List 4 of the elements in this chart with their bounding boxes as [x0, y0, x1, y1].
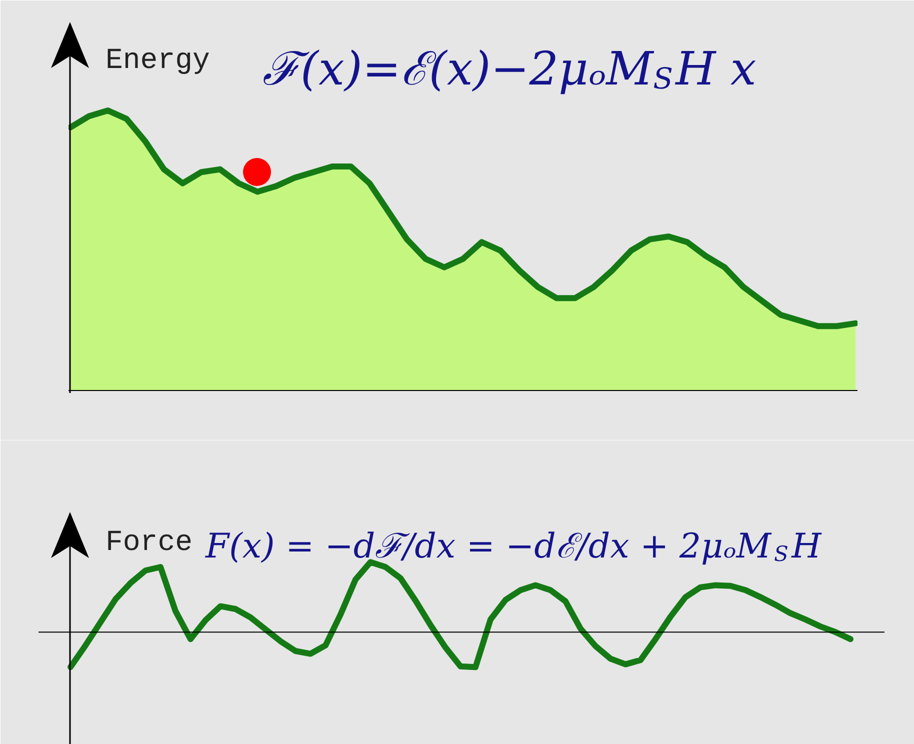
y-axis-title: Force — [106, 526, 193, 559]
chart-title: F(x) = −dℱ/dx = −dℰ/dx + 2μₒMSH — [204, 526, 823, 566]
chart-title: ℱ(x)=ℰ(x)−2μₒMSH x — [262, 42, 756, 96]
y-axis-title: Energy — [106, 44, 210, 77]
